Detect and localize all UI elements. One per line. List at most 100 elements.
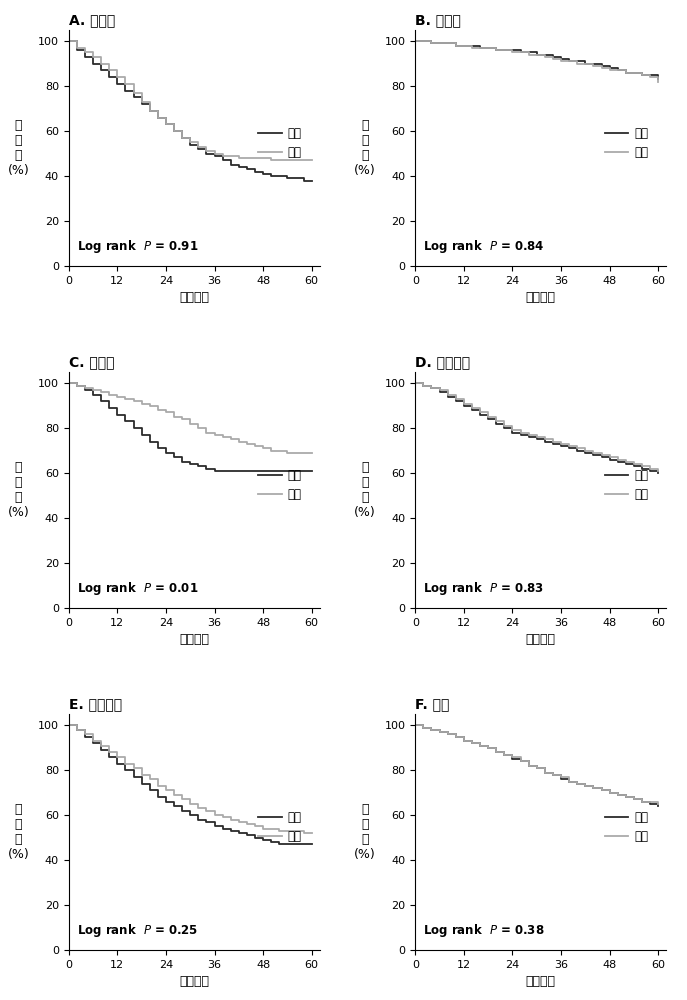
低组 — [468, 40, 476, 52]
高组 — [605, 787, 613, 799]
低组 — [129, 91, 137, 103]
高组 — [549, 436, 557, 448]
高组 — [186, 136, 194, 148]
高组 — [283, 447, 291, 459]
Line: 低组: 低组 — [415, 725, 658, 806]
高组 — [517, 46, 525, 58]
低组 — [646, 465, 654, 477]
低组 — [500, 749, 508, 761]
高组 — [65, 719, 73, 731]
低组 — [605, 454, 613, 466]
高组 — [573, 778, 581, 790]
高组 — [146, 773, 154, 785]
低组 — [259, 834, 267, 846]
高组 — [444, 37, 452, 49]
低组 — [549, 769, 557, 781]
低组 — [605, 62, 613, 74]
高组 — [291, 447, 300, 459]
X-axis label: 生存时间: 生存时间 — [179, 291, 210, 304]
低组 — [122, 764, 130, 776]
低组 — [427, 37, 436, 49]
低组 — [154, 791, 162, 803]
低组 — [146, 784, 154, 796]
高组 — [105, 64, 113, 76]
低组 — [113, 409, 122, 421]
高组 — [178, 132, 186, 144]
Legend: 低组, 高组: 低组, 高组 — [600, 123, 653, 164]
低组 — [630, 793, 638, 805]
低组 — [178, 456, 186, 468]
高组 — [283, 154, 291, 166]
高组 — [291, 154, 300, 166]
Line: 低组: 低组 — [69, 725, 312, 844]
低组 — [291, 465, 300, 477]
高组 — [517, 755, 525, 767]
高组 — [411, 35, 419, 47]
高组 — [532, 762, 541, 774]
低组 — [162, 447, 170, 459]
Y-axis label: 总
生
存
(%): 总 生 存 (%) — [354, 119, 376, 177]
低组 — [283, 172, 291, 184]
X-axis label: 生存时间: 生存时间 — [526, 975, 556, 988]
低组 — [549, 438, 557, 450]
低组 — [436, 37, 444, 49]
高组 — [565, 55, 573, 67]
高组 — [581, 780, 589, 792]
低组 — [170, 451, 178, 463]
低组 — [532, 433, 541, 445]
低组 — [541, 767, 549, 779]
低组 — [251, 465, 259, 477]
低组 — [81, 384, 89, 396]
高组 — [557, 771, 565, 783]
高组 — [267, 823, 275, 835]
高组 — [146, 400, 154, 412]
高组 — [541, 433, 549, 445]
低组 — [275, 465, 284, 477]
高组 — [492, 44, 500, 56]
低组 — [541, 436, 549, 448]
低组 — [598, 60, 606, 72]
高组 — [598, 784, 606, 796]
高组 — [137, 398, 146, 410]
高组 — [113, 751, 122, 763]
低组 — [573, 55, 581, 67]
低组 — [492, 44, 500, 56]
低组 — [646, 798, 654, 810]
Legend: 低组, 高组: 低组, 高组 — [600, 465, 653, 506]
低组 — [235, 827, 243, 839]
Line: 高组: 高组 — [415, 41, 658, 82]
低组 — [291, 838, 300, 850]
X-axis label: 生存时间: 生存时间 — [526, 633, 556, 646]
高组 — [170, 789, 178, 801]
低组 — [202, 463, 210, 475]
低组 — [654, 800, 662, 812]
高组 — [65, 35, 73, 47]
高组 — [419, 722, 427, 734]
高组 — [210, 148, 218, 160]
Y-axis label: 总
生
存
(%): 总 生 存 (%) — [8, 803, 30, 861]
高组 — [146, 105, 154, 117]
低组 — [557, 53, 565, 65]
高组 — [646, 71, 654, 83]
低组 — [411, 35, 419, 47]
高组 — [638, 796, 646, 808]
高组 — [598, 449, 606, 461]
低组 — [267, 170, 275, 182]
高组 — [492, 746, 500, 758]
高组 — [89, 384, 97, 396]
Line: 高组: 高组 — [415, 383, 658, 471]
高组 — [654, 76, 662, 88]
高组 — [598, 62, 606, 74]
高组 — [89, 735, 97, 747]
低组 — [170, 800, 178, 812]
低组 — [581, 780, 589, 792]
高组 — [630, 67, 638, 79]
高组 — [194, 141, 203, 153]
低组 — [162, 118, 170, 130]
高组 — [194, 422, 203, 434]
低组 — [484, 42, 493, 54]
Line: 低组: 低组 — [69, 383, 312, 471]
低组 — [97, 64, 105, 76]
Y-axis label: 总
生
存
(%): 总 生 存 (%) — [8, 119, 30, 177]
低组 — [186, 809, 194, 821]
